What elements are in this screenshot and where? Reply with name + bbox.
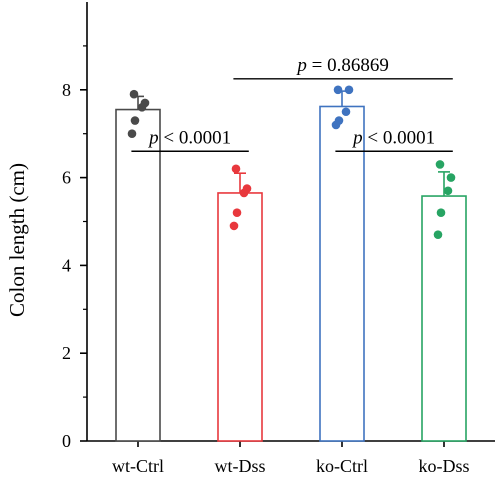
data-point bbox=[130, 116, 140, 125]
p-value: < 0.0001 bbox=[363, 127, 435, 148]
bar bbox=[319, 105, 365, 442]
x-tick-label: ko-Dss bbox=[418, 456, 469, 476]
p-value-label: p = 0.86869 bbox=[295, 55, 388, 76]
bar bbox=[217, 192, 263, 442]
x-tick-label: wt-Ctrl bbox=[112, 456, 164, 476]
y-axis-title: Colon length (cm) bbox=[5, 163, 29, 317]
y-tick-label: 2 bbox=[62, 343, 71, 363]
p-value: = 0.86869 bbox=[307, 55, 389, 76]
p-value-label: p < 0.0001 bbox=[351, 127, 435, 148]
p-value: < 0.0001 bbox=[159, 127, 231, 148]
bar bbox=[115, 108, 161, 442]
p-symbol: p bbox=[295, 55, 307, 76]
data-point bbox=[344, 85, 354, 95]
data-point bbox=[137, 103, 147, 112]
data-point bbox=[129, 89, 139, 99]
data-point bbox=[436, 208, 446, 218]
data-point bbox=[231, 164, 241, 174]
data-point bbox=[239, 188, 249, 198]
data-point bbox=[341, 107, 351, 117]
p-symbol: p bbox=[351, 127, 363, 148]
data-point bbox=[443, 186, 453, 196]
x-tick-label: ko-Ctrl bbox=[316, 456, 368, 476]
p-symbol: p bbox=[147, 127, 159, 148]
data-point bbox=[433, 230, 443, 239]
p-value-label: p < 0.0001 bbox=[147, 127, 231, 148]
y-tick-label: 4 bbox=[62, 255, 71, 275]
y-tick-label: 8 bbox=[62, 80, 71, 100]
data-point bbox=[333, 85, 343, 95]
data-point bbox=[331, 120, 341, 130]
y-tick-label: 0 bbox=[62, 431, 71, 451]
data-point bbox=[229, 221, 239, 231]
data-point bbox=[232, 208, 242, 218]
y-tick-label: 6 bbox=[62, 168, 71, 188]
data-point bbox=[127, 129, 137, 138]
bar bbox=[421, 195, 467, 442]
x-tick-label: wt-Dss bbox=[214, 456, 265, 476]
data-point bbox=[446, 173, 456, 182]
data-point bbox=[435, 160, 445, 169]
